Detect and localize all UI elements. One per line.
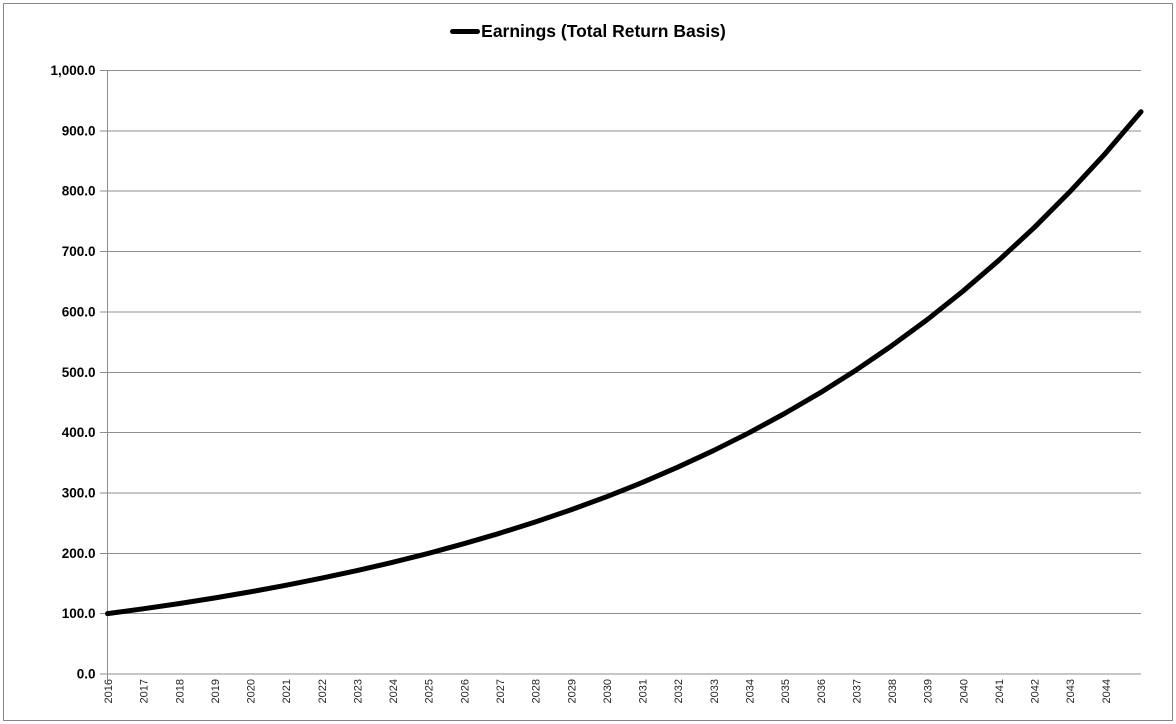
y-tick-label: 700.0 bbox=[62, 244, 96, 259]
y-tick-label: 200.0 bbox=[62, 546, 96, 561]
x-tick-label: 2037 bbox=[851, 679, 863, 703]
legend-label: Earnings (Total Return Basis) bbox=[481, 21, 726, 41]
x-tick-label: 2040 bbox=[958, 679, 970, 703]
x-tick-label: 2038 bbox=[887, 679, 899, 703]
x-tick-label: 2041 bbox=[994, 679, 1006, 703]
y-tick-label: 1,000.0 bbox=[50, 63, 95, 78]
x-tick-label: 2026 bbox=[459, 679, 471, 703]
x-tick-label: 2043 bbox=[1065, 679, 1077, 703]
x-tick-label: 2039 bbox=[923, 679, 935, 703]
x-tick-label: 2024 bbox=[388, 679, 400, 703]
x-tick-label: 2044 bbox=[1101, 679, 1113, 703]
y-tick-label: 100.0 bbox=[62, 606, 96, 621]
y-tick-label: 300.0 bbox=[62, 485, 96, 500]
chart-legend: Earnings (Total Return Basis) bbox=[0, 21, 1176, 42]
y-tick-label: 900.0 bbox=[62, 123, 96, 138]
y-tick-label: 400.0 bbox=[62, 425, 96, 440]
x-tick-label: 2019 bbox=[210, 679, 222, 703]
x-tick-label: 2032 bbox=[673, 679, 685, 703]
x-tick-label: 2033 bbox=[709, 679, 721, 703]
x-tick-label: 2018 bbox=[174, 679, 186, 703]
x-tick-label: 2027 bbox=[495, 679, 507, 703]
x-tick-label: 2020 bbox=[246, 679, 258, 703]
y-tick-label: 600.0 bbox=[62, 304, 96, 319]
y-tick-label: 500.0 bbox=[62, 365, 96, 380]
x-tick-label: 2025 bbox=[424, 679, 436, 703]
x-tick-label: 2042 bbox=[1030, 679, 1042, 703]
x-tick-label: 2022 bbox=[317, 679, 329, 703]
x-tick-label: 2031 bbox=[638, 679, 650, 703]
x-tick-label: 2016 bbox=[103, 679, 115, 703]
earnings-series-line bbox=[105, 109, 1144, 617]
x-tick-label: 2034 bbox=[744, 679, 756, 703]
x-tick-label: 2023 bbox=[352, 679, 364, 703]
x-tick-label: 2036 bbox=[816, 679, 828, 703]
x-tick-label: 2030 bbox=[602, 679, 614, 703]
x-tick-label: 2029 bbox=[566, 679, 578, 703]
x-tick-label: 2021 bbox=[281, 679, 293, 703]
legend-line-marker bbox=[450, 29, 481, 34]
x-tick-label: 2028 bbox=[531, 679, 543, 703]
x-tick-label: 2035 bbox=[780, 679, 792, 703]
y-tick-label: 0.0 bbox=[77, 667, 96, 682]
y-tick-label: 800.0 bbox=[62, 184, 96, 199]
x-tick-label: 2017 bbox=[139, 679, 151, 703]
